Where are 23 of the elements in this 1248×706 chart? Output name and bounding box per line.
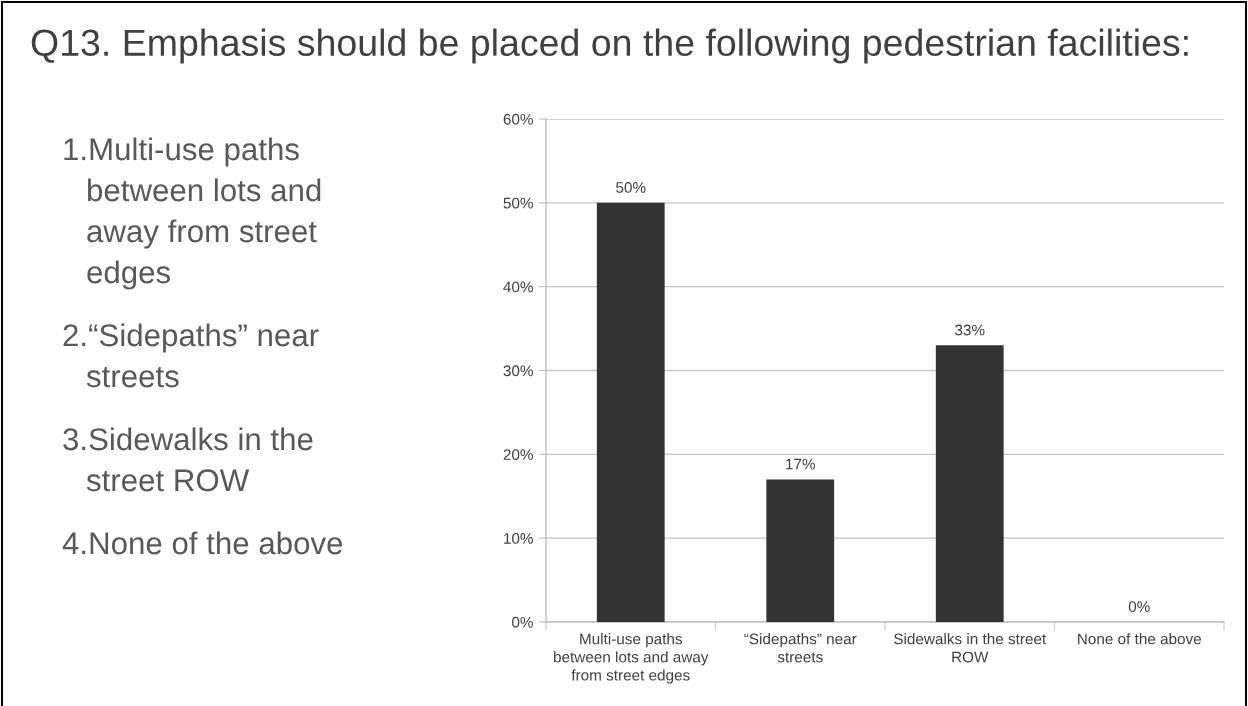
text: 1.Multi-use paths between lots and away from street edges xyxy=(64,137,321,290)
chart-title: Q13. Emphasis should be placed on the following pedestrian facilities: xyxy=(31,28,1188,64)
y-tick-label: 40% xyxy=(503,281,533,293)
bar xyxy=(766,479,835,622)
bar xyxy=(596,202,665,622)
y-tick-label: 20% xyxy=(503,449,533,461)
data-label: 0% xyxy=(1128,601,1150,613)
y-tick-label: 50% xyxy=(503,197,533,209)
y-tick-label: 10% xyxy=(504,533,533,544)
y-tick-label: 30% xyxy=(503,365,533,377)
y-tick-label: 0% xyxy=(512,616,533,628)
text: 2.“Sidepaths” near streets xyxy=(63,323,319,388)
bar xyxy=(935,345,1004,622)
x-tick-label: None of the above xyxy=(1078,633,1202,645)
data-label: 33% xyxy=(955,324,985,336)
y-tick-label: 60% xyxy=(503,113,533,125)
x-tick-label: Multi-use paths between lots and away from street edges xyxy=(554,633,709,684)
x-tick-label: “Sidepaths” near streets xyxy=(744,633,857,663)
text: 3.Sidewalks in the street ROW xyxy=(63,427,313,492)
data-label: 50% xyxy=(616,182,646,193)
x-tick-label: Sidewalks in the street ROW xyxy=(894,633,1047,663)
data-label: 17% xyxy=(786,458,815,470)
text: 4.None of the above xyxy=(62,531,343,555)
